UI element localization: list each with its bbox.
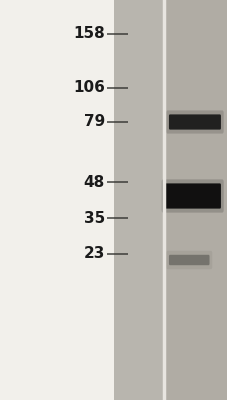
Bar	[166, 0, 227, 400]
FancyBboxPatch shape	[165, 110, 223, 134]
Bar	[114, 0, 163, 400]
FancyBboxPatch shape	[164, 183, 220, 209]
FancyBboxPatch shape	[161, 179, 223, 213]
Text: 158: 158	[73, 26, 104, 42]
Text: 35: 35	[83, 210, 104, 226]
Text: 106: 106	[73, 80, 104, 96]
Text: 23: 23	[83, 246, 104, 262]
Text: 48: 48	[83, 174, 104, 190]
Bar	[0, 0, 114, 400]
FancyBboxPatch shape	[165, 251, 211, 269]
FancyBboxPatch shape	[168, 114, 220, 130]
Text: 79: 79	[83, 114, 104, 130]
FancyBboxPatch shape	[168, 255, 209, 265]
